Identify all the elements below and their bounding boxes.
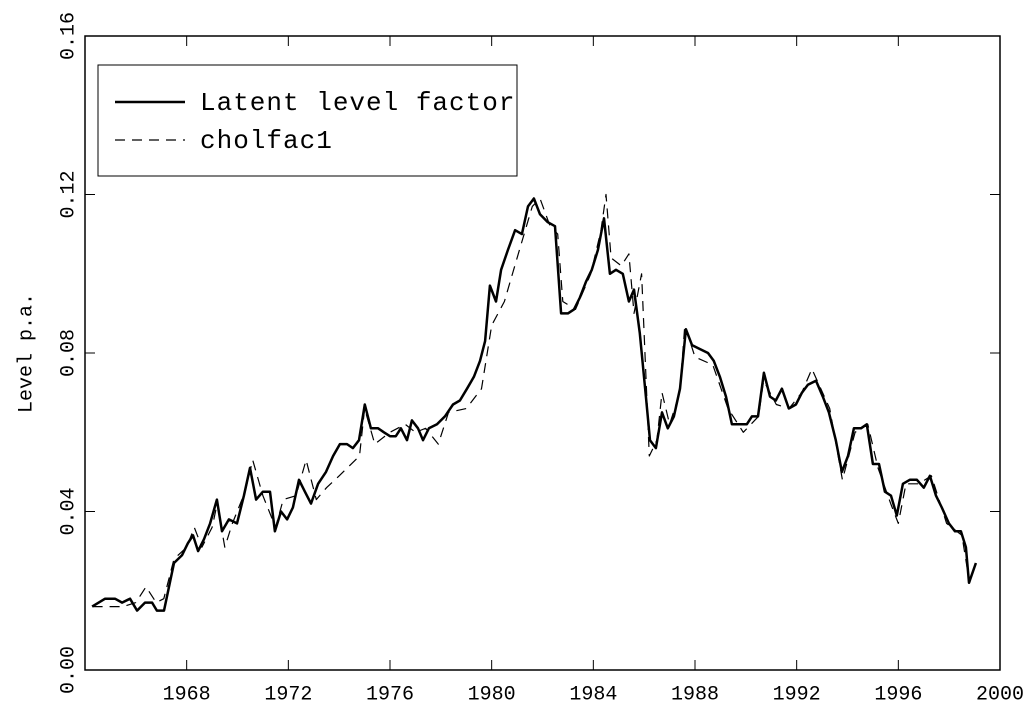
x-tick-label: 1996 — [874, 683, 922, 706]
y-tick-label: 0.12 — [57, 170, 80, 218]
series-line — [92, 193, 976, 608]
x-tick-label: 2000 — [976, 683, 1024, 706]
y-tick-label: 0.08 — [57, 329, 80, 377]
x-tick-label: 1968 — [163, 683, 211, 706]
y-tick-label: 0.00 — [57, 646, 80, 694]
legend-label: Latent level factor — [200, 88, 515, 118]
legend-label: cholfac1 — [200, 126, 333, 156]
legend-box — [97, 64, 518, 177]
y-tick-label: 0.04 — [57, 487, 80, 535]
y-tick-label: 0.16 — [57, 12, 80, 60]
x-tick-label: 1980 — [468, 683, 516, 706]
series-line — [91, 197, 978, 612]
legend: Latent level factor cholfac1 — [97, 64, 518, 177]
x-tick-label: 1984 — [569, 683, 617, 706]
x-tick-label: 1972 — [264, 683, 312, 706]
x-tick-label: 1992 — [773, 683, 821, 706]
x-tick-label: 1988 — [671, 683, 719, 706]
x-tick-label: 1976 — [366, 683, 414, 706]
y-axis-label: Level p.a. — [15, 293, 38, 413]
